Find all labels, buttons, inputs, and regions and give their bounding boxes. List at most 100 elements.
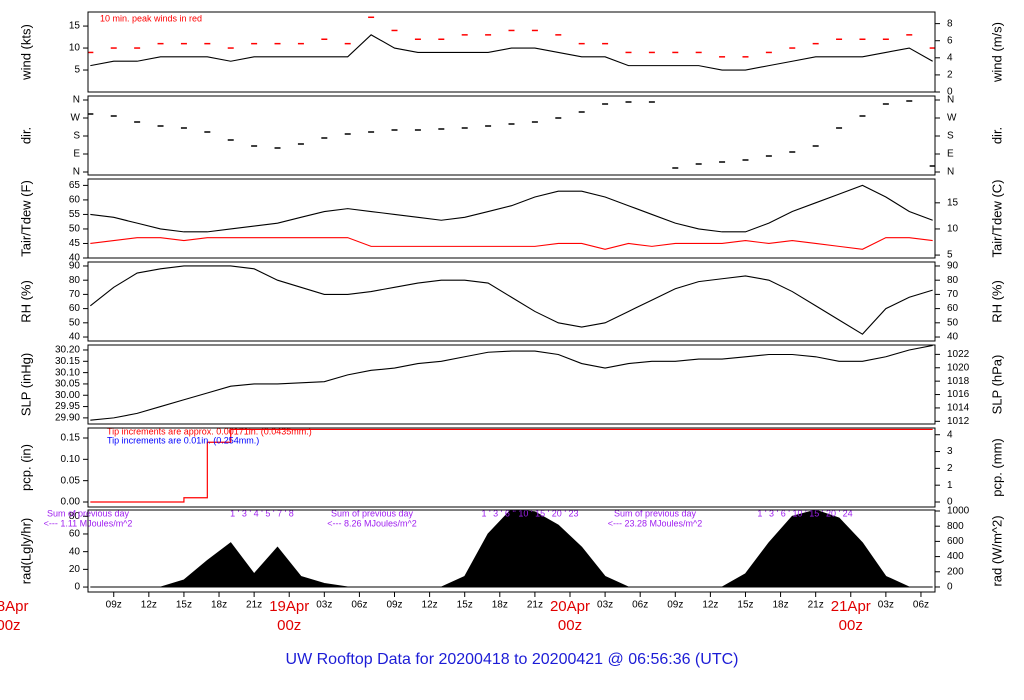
y2-tick-label: 5 <box>947 250 953 261</box>
y2-tick-label: 1012 <box>947 416 970 427</box>
y2-tick-label: 200 <box>947 566 964 577</box>
x-tick-label: 12z <box>141 600 157 611</box>
y2-tick-label: 2 <box>947 463 953 474</box>
x-tick-label: 18z <box>773 600 789 611</box>
y-tick-label: 60 <box>69 303 81 314</box>
y-tick-label: 40 <box>69 332 81 343</box>
y2-tick-label: 2 <box>947 70 953 81</box>
annotation: Sum of previous day <box>614 508 697 518</box>
y-axis-label: Tair/Tdew (F) <box>18 180 33 257</box>
panel-frame <box>87 509 936 593</box>
y-tick-label: 50 <box>69 224 81 235</box>
panel-frame <box>87 11 936 93</box>
y-axis-label: wind (kts) <box>18 24 33 81</box>
y-tick-label: 15 <box>69 21 81 32</box>
plot-area <box>90 428 933 503</box>
y2-tick-label: W <box>947 113 957 124</box>
y2-tick-label: E <box>947 149 954 160</box>
data-line <box>89 265 933 335</box>
data-line <box>90 237 933 250</box>
x-tick-label: 03z <box>316 600 332 611</box>
y2-tick-label: 1020 <box>947 362 970 373</box>
y-tick-label: N <box>73 167 80 178</box>
y2-tick-label: 1 <box>947 480 953 491</box>
x-tick-label: 03z <box>878 600 894 611</box>
x-tick-label: 21z <box>246 600 262 611</box>
annotation: <--- 8.26 MJoules/m^2 <box>327 518 417 528</box>
data-line <box>90 345 933 421</box>
y-tick-label: 0.15 <box>61 433 81 444</box>
y2-tick-label: 800 <box>947 521 964 532</box>
y-axis-label: pcp. (in) <box>18 444 33 491</box>
y-tick-label: 80 <box>69 511 81 522</box>
annotation: 1 ' 3 ' 4 ' 5 ' 7 ' 8 <box>230 508 294 518</box>
plot-area <box>88 16 935 71</box>
x-tick-label: 18z <box>211 600 227 611</box>
y-tick-label: 0 <box>74 582 80 593</box>
plot-area <box>89 265 933 335</box>
y-axis-label: SLP (inHg) <box>18 353 33 416</box>
y2-tick-label: 1000 <box>947 506 970 517</box>
y2-axis-label: dir. <box>989 127 1004 144</box>
data-line <box>90 428 933 503</box>
y2-tick-label: 1018 <box>947 376 970 387</box>
y-tick-label: N <box>73 95 80 106</box>
y-tick-label: 90 <box>69 261 81 272</box>
data-line <box>90 184 933 233</box>
y2-tick-label: 1022 <box>947 349 970 360</box>
y2-axis-label: RH (%) <box>989 280 1004 323</box>
y2-tick-label: 70 <box>947 289 959 300</box>
y-tick-label: 50 <box>69 317 81 328</box>
y-tick-label: 65 <box>69 180 81 191</box>
y2-tick-label: 1016 <box>947 389 970 400</box>
y2-tick-label: 40 <box>947 332 959 343</box>
y-tick-label: 40 <box>69 546 81 557</box>
plot-area <box>90 184 933 250</box>
y-tick-label: 5 <box>74 65 80 76</box>
y-tick-label: 0.10 <box>61 454 81 465</box>
annotation: <--- 23.28 MJoules/m^2 <box>608 518 703 528</box>
x-tick-label: 21z <box>527 600 543 611</box>
y2-tick-label: 4 <box>947 52 953 63</box>
y-tick-label: 60 <box>69 529 81 540</box>
y-tick-label: S <box>73 131 80 142</box>
annotation: 1 ' 3 ' 6 ' 10 ' 15 ' 20 ' 24 <box>757 508 852 518</box>
y-tick-label: W <box>71 113 81 124</box>
y2-tick-label: 0 <box>947 87 953 98</box>
y2-tick-label: 80 <box>947 275 959 286</box>
y-tick-label: 30.05 <box>55 379 80 390</box>
y-tick-label: 20 <box>69 564 81 575</box>
y-tick-label: 29.95 <box>55 401 80 412</box>
y-tick-label: 0.00 <box>61 497 81 508</box>
x-tick-label: 18z <box>492 600 508 611</box>
annotation: Tip increments are approx. 0.00171in. (0… <box>107 426 312 436</box>
x-tick-label: 15z <box>176 600 192 611</box>
y2-axis-label: pcp. (mm) <box>989 438 1004 497</box>
y2-axis-label: rad (W/m^2) <box>989 515 1004 586</box>
data-line <box>90 34 933 71</box>
y-tick-label: 30.10 <box>55 367 80 378</box>
y-tick-label: 30.20 <box>55 345 80 356</box>
y-tick-label: 70 <box>69 289 81 300</box>
x-tick-label: 00z <box>839 617 863 634</box>
y-axis-label: dir. <box>18 127 33 144</box>
y2-tick-label: 1014 <box>947 403 970 414</box>
x-tick-label: 00z <box>0 617 21 634</box>
y-axis-label: rad(Lgly/hr) <box>18 518 33 584</box>
annotation: 10 min. peak winds in red <box>100 13 202 23</box>
x-tick-label: 03z <box>597 600 613 611</box>
y2-tick-label: 10 <box>947 224 959 235</box>
y-tick-label: 29.90 <box>55 413 80 424</box>
plot-area <box>90 345 933 421</box>
x-tick-label: 15z <box>457 600 473 611</box>
x-tick-label: 06z <box>913 600 929 611</box>
panel-frame <box>87 178 936 259</box>
y2-tick-label: N <box>947 167 954 178</box>
day-label: 21Apr <box>831 598 871 615</box>
x-tick-label: 09z <box>386 600 402 611</box>
y-tick-label: E <box>73 149 80 160</box>
y2-axis-label: Tair/Tdew (C) <box>989 179 1004 257</box>
plot-area <box>88 100 935 169</box>
x-tick-label: 12z <box>702 600 718 611</box>
x-tick-label: 00z <box>277 617 301 634</box>
